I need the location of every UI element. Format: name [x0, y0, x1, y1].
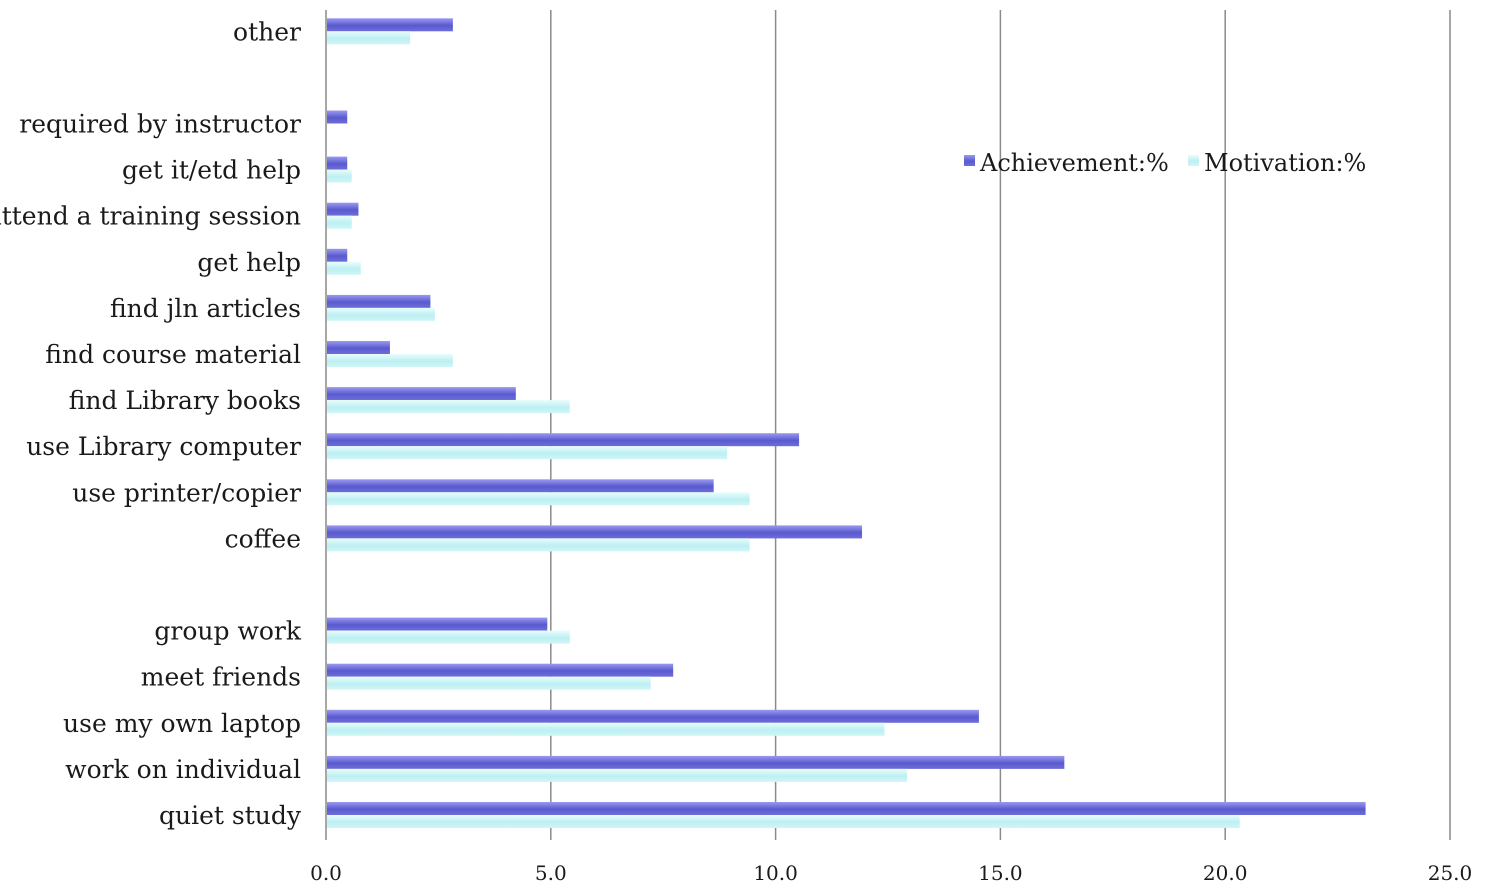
achievement-bar	[327, 341, 390, 354]
category-label: meet friends	[141, 663, 301, 692]
x-tick-label: 20.0	[1203, 861, 1248, 885]
x-tick-label: 25.0	[1428, 861, 1473, 885]
legend-swatch-achievement	[964, 155, 975, 166]
grid-lines	[550, 10, 1451, 840]
motivation-bar	[327, 538, 750, 552]
motivation-bar	[327, 215, 352, 229]
achievement-bar	[327, 156, 348, 170]
achievement-bar	[327, 248, 348, 262]
category-label: required by instructor	[19, 110, 301, 139]
category-labels: quiet study work on individual use my own …	[0, 17, 302, 830]
x-tick-label: 0.0	[310, 861, 342, 885]
achievement-bar	[327, 433, 800, 447]
motivation-bar	[327, 31, 411, 45]
motivation-bar	[327, 354, 453, 367]
category-label: coffee	[225, 524, 301, 553]
x-tick-labels: 0.0 5.0 10.0 15.0 20.0 25.0	[310, 861, 1472, 885]
motivation-bar	[327, 768, 907, 782]
motivation-bar	[327, 307, 435, 321]
achievement-bar	[327, 18, 453, 32]
category-label: work on individual	[65, 755, 301, 784]
achievement-bar	[327, 387, 516, 401]
x-tick-label: 10.0	[753, 861, 798, 885]
legend: Achievement:% Motivation:%	[964, 149, 1366, 177]
motivation-bar	[327, 815, 1240, 828]
motivation-bar	[327, 261, 361, 275]
category-label: find Library books	[69, 386, 301, 415]
category-label: use printer/copier	[72, 478, 301, 507]
achievement-bar	[327, 617, 548, 631]
category-label: find jln articles	[110, 294, 301, 323]
motivation-bar	[327, 400, 570, 414]
category-label: get help	[197, 248, 301, 277]
category-label: use Library computer	[26, 432, 301, 461]
motivation-bar	[327, 676, 651, 690]
motivation-bar	[327, 722, 885, 736]
category-label: use my own laptop	[63, 709, 301, 738]
motivation-bar	[327, 169, 352, 183]
achievement-bar	[327, 802, 1366, 815]
category-label: other	[233, 17, 301, 46]
category-label: attend a training session	[0, 202, 301, 231]
achievement-bar	[327, 525, 863, 539]
category-label: quiet study	[159, 801, 302, 830]
achievement-bar	[327, 479, 714, 493]
motivation-bar	[327, 492, 750, 506]
x-tick-label: 5.0	[535, 861, 567, 885]
motivation-bar	[327, 446, 728, 460]
achievement-bar	[327, 294, 431, 308]
legend-label: Motivation:%	[1204, 149, 1366, 177]
achievement-bar	[327, 110, 348, 124]
legend-label: Achievement:%	[979, 149, 1169, 177]
legend-item-motivation: Motivation:%	[1188, 149, 1366, 177]
achievement-bar	[327, 663, 674, 677]
achievement-bar	[327, 202, 359, 216]
legend-swatch-motivation	[1188, 155, 1199, 166]
category-label: find course material	[45, 340, 301, 369]
legend-item-achievement: Achievement:%	[964, 149, 1169, 177]
bars	[327, 18, 1366, 828]
motivation-bar	[327, 630, 570, 644]
category-label: group work	[154, 617, 301, 646]
achievement-bar	[327, 755, 1065, 769]
x-tick-label: 15.0	[978, 861, 1023, 885]
category-label: get it/etd help	[122, 156, 301, 185]
achievement-bar	[327, 709, 979, 723]
